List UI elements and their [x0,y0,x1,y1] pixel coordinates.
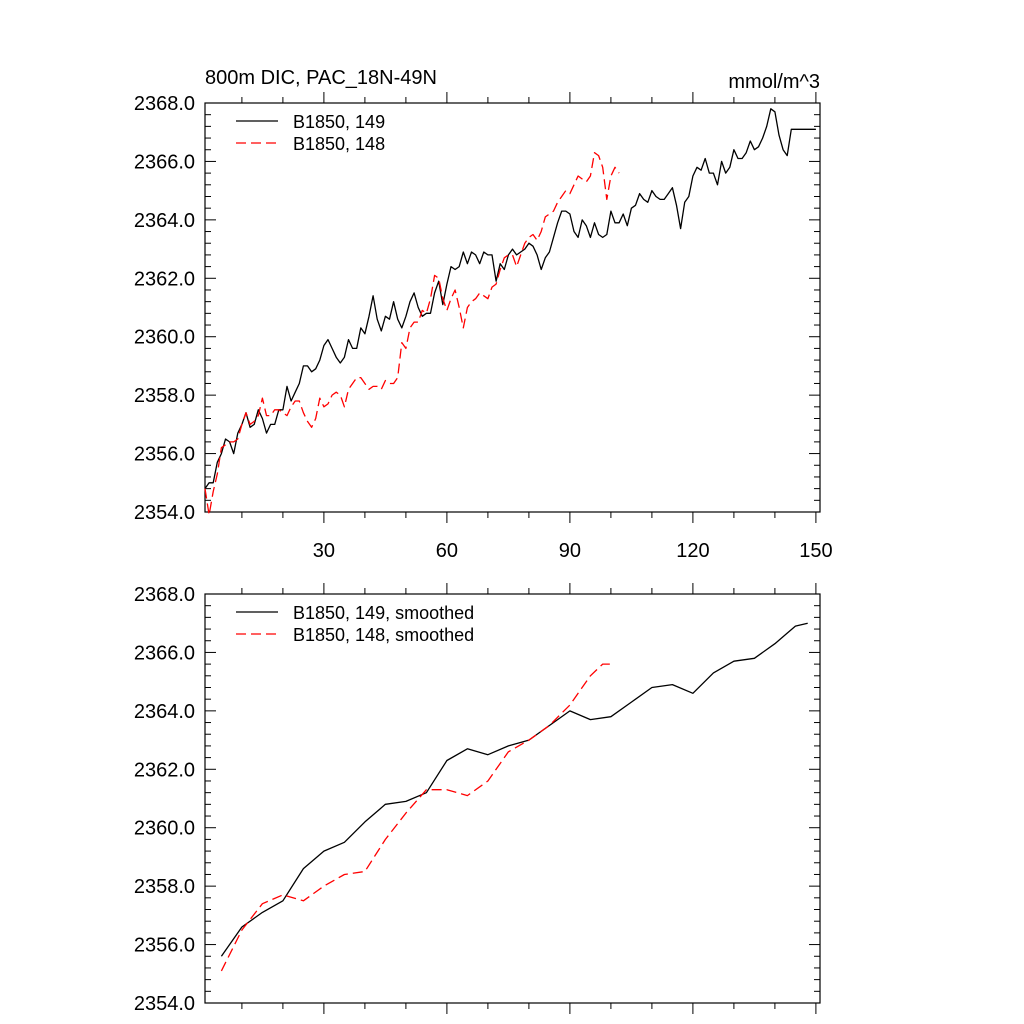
top-chart-ticks: 2354.0 2356.0 2358.0 2360.0 2362.0 2364.0 2366… [134,92,833,562]
top-series-line-1 [204,152,620,516]
top-chart-frame [204,102,821,513]
bottom-chart-panel: 2354.0 2356.0 2358.0 2360.0 2362.0 2364.0 2366… [134,583,821,1015]
bottom-ytick-label: 2368.0 [134,584,195,606]
bottom-ytick-label: 2356.0 [134,935,195,957]
top-xtick-label: 90 [559,540,581,562]
top-legend-label: B1850, 149 [293,112,385,132]
top-chart-title: 800m DIC, PAC_18N-49N [205,67,437,89]
top-chart-units: mmol/m^3 [728,71,820,93]
top-xtick-label: 150 [799,540,832,562]
top-xtick-label: 120 [676,540,709,562]
bottom-ytick-label: 2366.0 [134,642,195,664]
bottom-ytick-label: 2354.0 [134,993,195,1015]
top-chart-series [204,108,816,516]
bottom-series-line-0 [220,622,808,957]
top-ytick-label: 2358.0 [134,385,195,407]
bottom-ytick-label: 2358.0 [134,876,195,898]
top-chart-panel: 800m DIC, PAC_18N-49N mmol/m^3 2354.0235… [134,67,833,562]
top-xtick-label: 30 [313,540,335,562]
top-legend-label: B1850, 148 [293,134,385,154]
top-ytick-label: 2354.0 [134,502,195,524]
bottom-chart-frame [204,593,821,1004]
top-ytick-label: 2356.0 [134,444,195,466]
top-series-line-0 [204,108,816,489]
bottom-ytick-label: 2360.0 [134,818,195,840]
bottom-ytick-label: 2364.0 [134,701,195,723]
top-ytick-label: 2364.0 [134,210,195,232]
top-ytick-label: 2366.0 [134,151,195,173]
bottom-ytick-label: 2362.0 [134,759,195,781]
bottom-series-line-1 [220,663,611,972]
top-ytick-label: 2368.0 [134,93,195,115]
bottom-legend-label: B1850, 149, smoothed [293,603,474,623]
bottom-chart-ticks: 2354.0 2356.0 2358.0 2360.0 2362.0 2364.0 2366… [134,583,820,1015]
bottom-legend-label: B1850, 148, smoothed [293,625,474,645]
top-ytick-label: 2362.0 [134,268,195,290]
bottom-chart-series [220,622,808,972]
top-ytick-label: 2360.0 [134,327,195,349]
top-xtick-label: 60 [436,540,458,562]
